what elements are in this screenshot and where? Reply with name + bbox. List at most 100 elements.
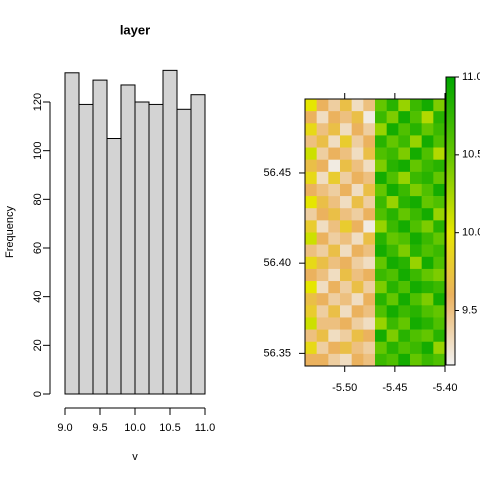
raster-cell [351,208,364,221]
raster-cell [421,147,434,160]
raster-cell [386,293,399,306]
raster-cell [433,268,446,282]
raster-cell [421,293,434,306]
raster-cell [433,196,446,209]
raster-cell [351,329,364,343]
raster-cell [410,208,422,221]
raster-cell [386,244,399,258]
raster-cell [433,111,446,124]
raster-cell [398,353,411,367]
raster-cell [340,147,352,160]
raster-cell [316,196,329,209]
raster-cell [305,171,317,185]
raster-cell [316,329,329,343]
raster-cell [340,123,352,136]
raster-cell [375,99,387,112]
raster-cell [433,159,446,173]
raster-cell [421,135,434,148]
raster-cell [410,293,422,306]
raster-cell [363,159,376,173]
raster-cell [351,159,364,173]
raster-cell [421,196,434,209]
raster-cell [363,111,376,124]
x-tick-label: -5.50 [332,382,357,394]
raster-cell [351,232,364,245]
raster-cell [316,317,329,330]
raster-cell [328,171,341,185]
raster-cell [386,232,399,245]
raster-cell [340,135,352,148]
raster-cell [328,232,341,245]
raster-cell [386,196,399,209]
raster-cell [328,208,341,221]
raster-cell [386,305,399,318]
raster-cell [375,147,387,160]
raster-cell [328,99,341,112]
raster-cell [340,281,352,294]
raster-cell [363,341,376,355]
raster-cell [386,317,399,330]
raster-cell [410,196,422,209]
x-tick-label: -5.40 [432,382,457,394]
raster-cell [351,268,364,282]
raster-cell [410,341,422,355]
raster-cell [305,208,317,221]
raster-cell [363,99,376,112]
y-tick-label: 56.35 [263,347,291,359]
raster-cell [410,232,422,245]
raster-cell [398,329,411,343]
raster-cell [421,341,434,355]
raster-cell [328,123,341,136]
raster-cell [351,171,364,185]
raster-cell [328,244,341,258]
raster-cell [386,329,399,343]
raster-cell [316,183,329,197]
raster-cell [340,196,352,209]
raster-cell [375,183,387,197]
raster-cell [305,111,317,124]
colorbar-tick-label: 10.5 [462,149,480,161]
raster-cell [410,171,422,185]
x-tick-label: -5.45 [382,382,407,394]
raster-cell [305,353,317,367]
raster-cell [410,99,422,112]
raster-cell [398,111,411,124]
raster-cell [305,293,317,306]
raster-cell [386,220,399,233]
raster-cell [386,147,399,160]
raster-cell [398,268,411,282]
raster-cell [398,317,411,330]
colorbar-tick-label: 10.0 [462,227,480,239]
raster-cell [305,147,317,160]
raster-cell [363,135,376,148]
raster-cell [421,208,434,221]
raster-cell [340,232,352,245]
raster-cell [433,183,446,197]
raster-cell [305,305,317,318]
raster-cell [375,305,387,318]
raster-cell [363,256,376,270]
raster-cell [375,232,387,245]
raster-cell [398,196,411,209]
raster-cell [363,305,376,318]
raster-cell [351,353,364,367]
colorbar-tick-label: 11.0 [462,71,480,83]
raster-cell [398,159,411,173]
y-tick-label: 100 [32,141,44,159]
raster-cell [398,123,411,136]
raster-cell [363,244,376,258]
raster-cell [363,293,376,306]
raster-cell [316,123,329,136]
raster-cell [421,305,434,318]
raster-cell [433,341,446,355]
raster-cell [375,244,387,258]
raster-cell [340,353,352,367]
raster-cell [421,123,434,136]
x-tick-label: 10.5 [159,422,180,434]
raster-cell [305,99,317,112]
raster-cell [398,99,411,112]
raster-cell [433,232,446,245]
raster-cell [363,123,376,136]
raster-cell [340,99,352,112]
